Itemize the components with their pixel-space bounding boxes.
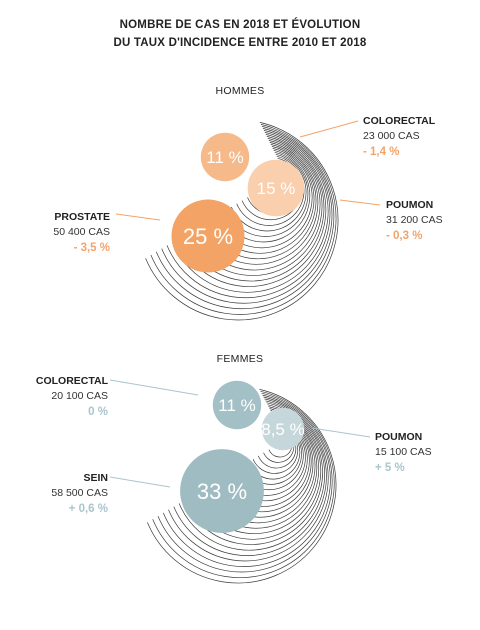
bubble-hommes-poumon [247,159,305,217]
bubble-value-femmes-colorectal: 11 % [218,396,256,415]
category-label-hommes-prostate: PROSTATE [54,211,110,223]
category-label-femmes-poumon: POUMON [375,431,422,443]
labels-hommes: COLORECTAL 23 000 CAS - 1,4 % POUMON 31 200 … [53,115,442,254]
bubble-value-hommes-prostate: 25 % [183,224,233,249]
category-label-hommes-colorectal: COLORECTAL [363,115,436,127]
hatch-femmes-line [147,389,337,584]
leader-line-femmes-poumon [311,427,371,438]
bubble-value-hommes-colorectal: 11 % [206,148,244,167]
hatch-hommes-line [177,134,327,287]
trend-value-hommes-poumon: - 0,3 % [386,230,422,242]
bubble-hommes-colorectal [200,132,250,182]
trend-value-femmes-poumon: + 5 % [375,462,405,474]
hatch-hommes-line [236,155,305,226]
case-count-femmes-colorectal: 20 100 CAS [51,390,108,402]
hatch-femmes-line [168,396,329,562]
bubbles-hommes: 11 % 15 % 25 % [171,132,305,273]
case-count-femmes-poumon: 15 100 CAS [375,446,432,458]
hatch-hommes-line [155,126,335,310]
category-label-hommes-poumon: POUMON [386,199,433,211]
trend-value-femmes-colorectal: 0 % [88,406,108,418]
leader-line-hommes-prostate [115,213,161,221]
hatch-hommes-line [166,130,331,299]
hatch-femmes-line [162,394,331,567]
hatch-femmes-line [184,402,323,545]
hatch-hommes-line [231,153,307,232]
hatch-hommes-line [161,128,333,304]
figure-title-line-2: DU TAUX D'INCIDENCE ENTRE 2010 ET 2018 [114,37,367,49]
bubble-value-hommes-poumon: 15 % [257,179,296,198]
hatch-hommes-line [150,124,337,315]
leader-line-hommes-poumon [339,199,381,206]
trend-value-hommes-colorectal: - 1,4 % [363,146,399,158]
bubble-femmes-sein [180,449,264,533]
section-title-femmes: FEMMES [217,353,264,365]
trend-value-femmes-sein: + 0,6 % [69,503,108,515]
hatch-femmes-line [173,398,327,556]
figure-title-line-1: NOMBRE DE CAS EN 2018 ET ÉVOLUTION [120,18,361,31]
bubble-value-femmes-sein: 33 % [197,479,247,504]
case-count-hommes-colorectal: 23 000 CAS [363,130,420,142]
case-count-hommes-poumon: 31 200 CAS [386,214,443,226]
bubble-femmes-poumon [261,407,305,451]
case-count-hommes-prostate: 50 400 CAS [53,226,110,238]
bubble-hommes-prostate [171,199,245,273]
hatch-hommes-line [145,122,339,321]
bubble-value-femmes-poumon: 8,5 % [261,420,304,439]
hatch-femmes-line [152,390,335,578]
category-label-femmes-sein: SEIN [83,472,108,484]
hatch-hommes-line [172,132,329,293]
section-title-hommes: HOMMES [215,85,264,97]
trend-value-hommes-prostate: - 3,5 % [74,242,110,254]
leader-line-femmes-sein [109,476,171,488]
hatch-femmes-line [157,392,333,573]
labels-femmes: COLORECTAL 20 100 CAS 0 % POUMON 15 100 CAS +… [36,375,432,515]
bubble-femmes-colorectal [212,380,262,430]
case-count-femmes-sein: 58 500 CAS [51,487,108,499]
bubbles-femmes: 11 % 8,5 % 33 % [180,380,305,533]
leader-line-femmes-colorectal [109,379,199,396]
category-label-femmes-colorectal: COLORECTAL [36,375,109,387]
hatch-femmes-line [178,400,325,551]
leader-line-hommes-colorectal [299,120,359,138]
